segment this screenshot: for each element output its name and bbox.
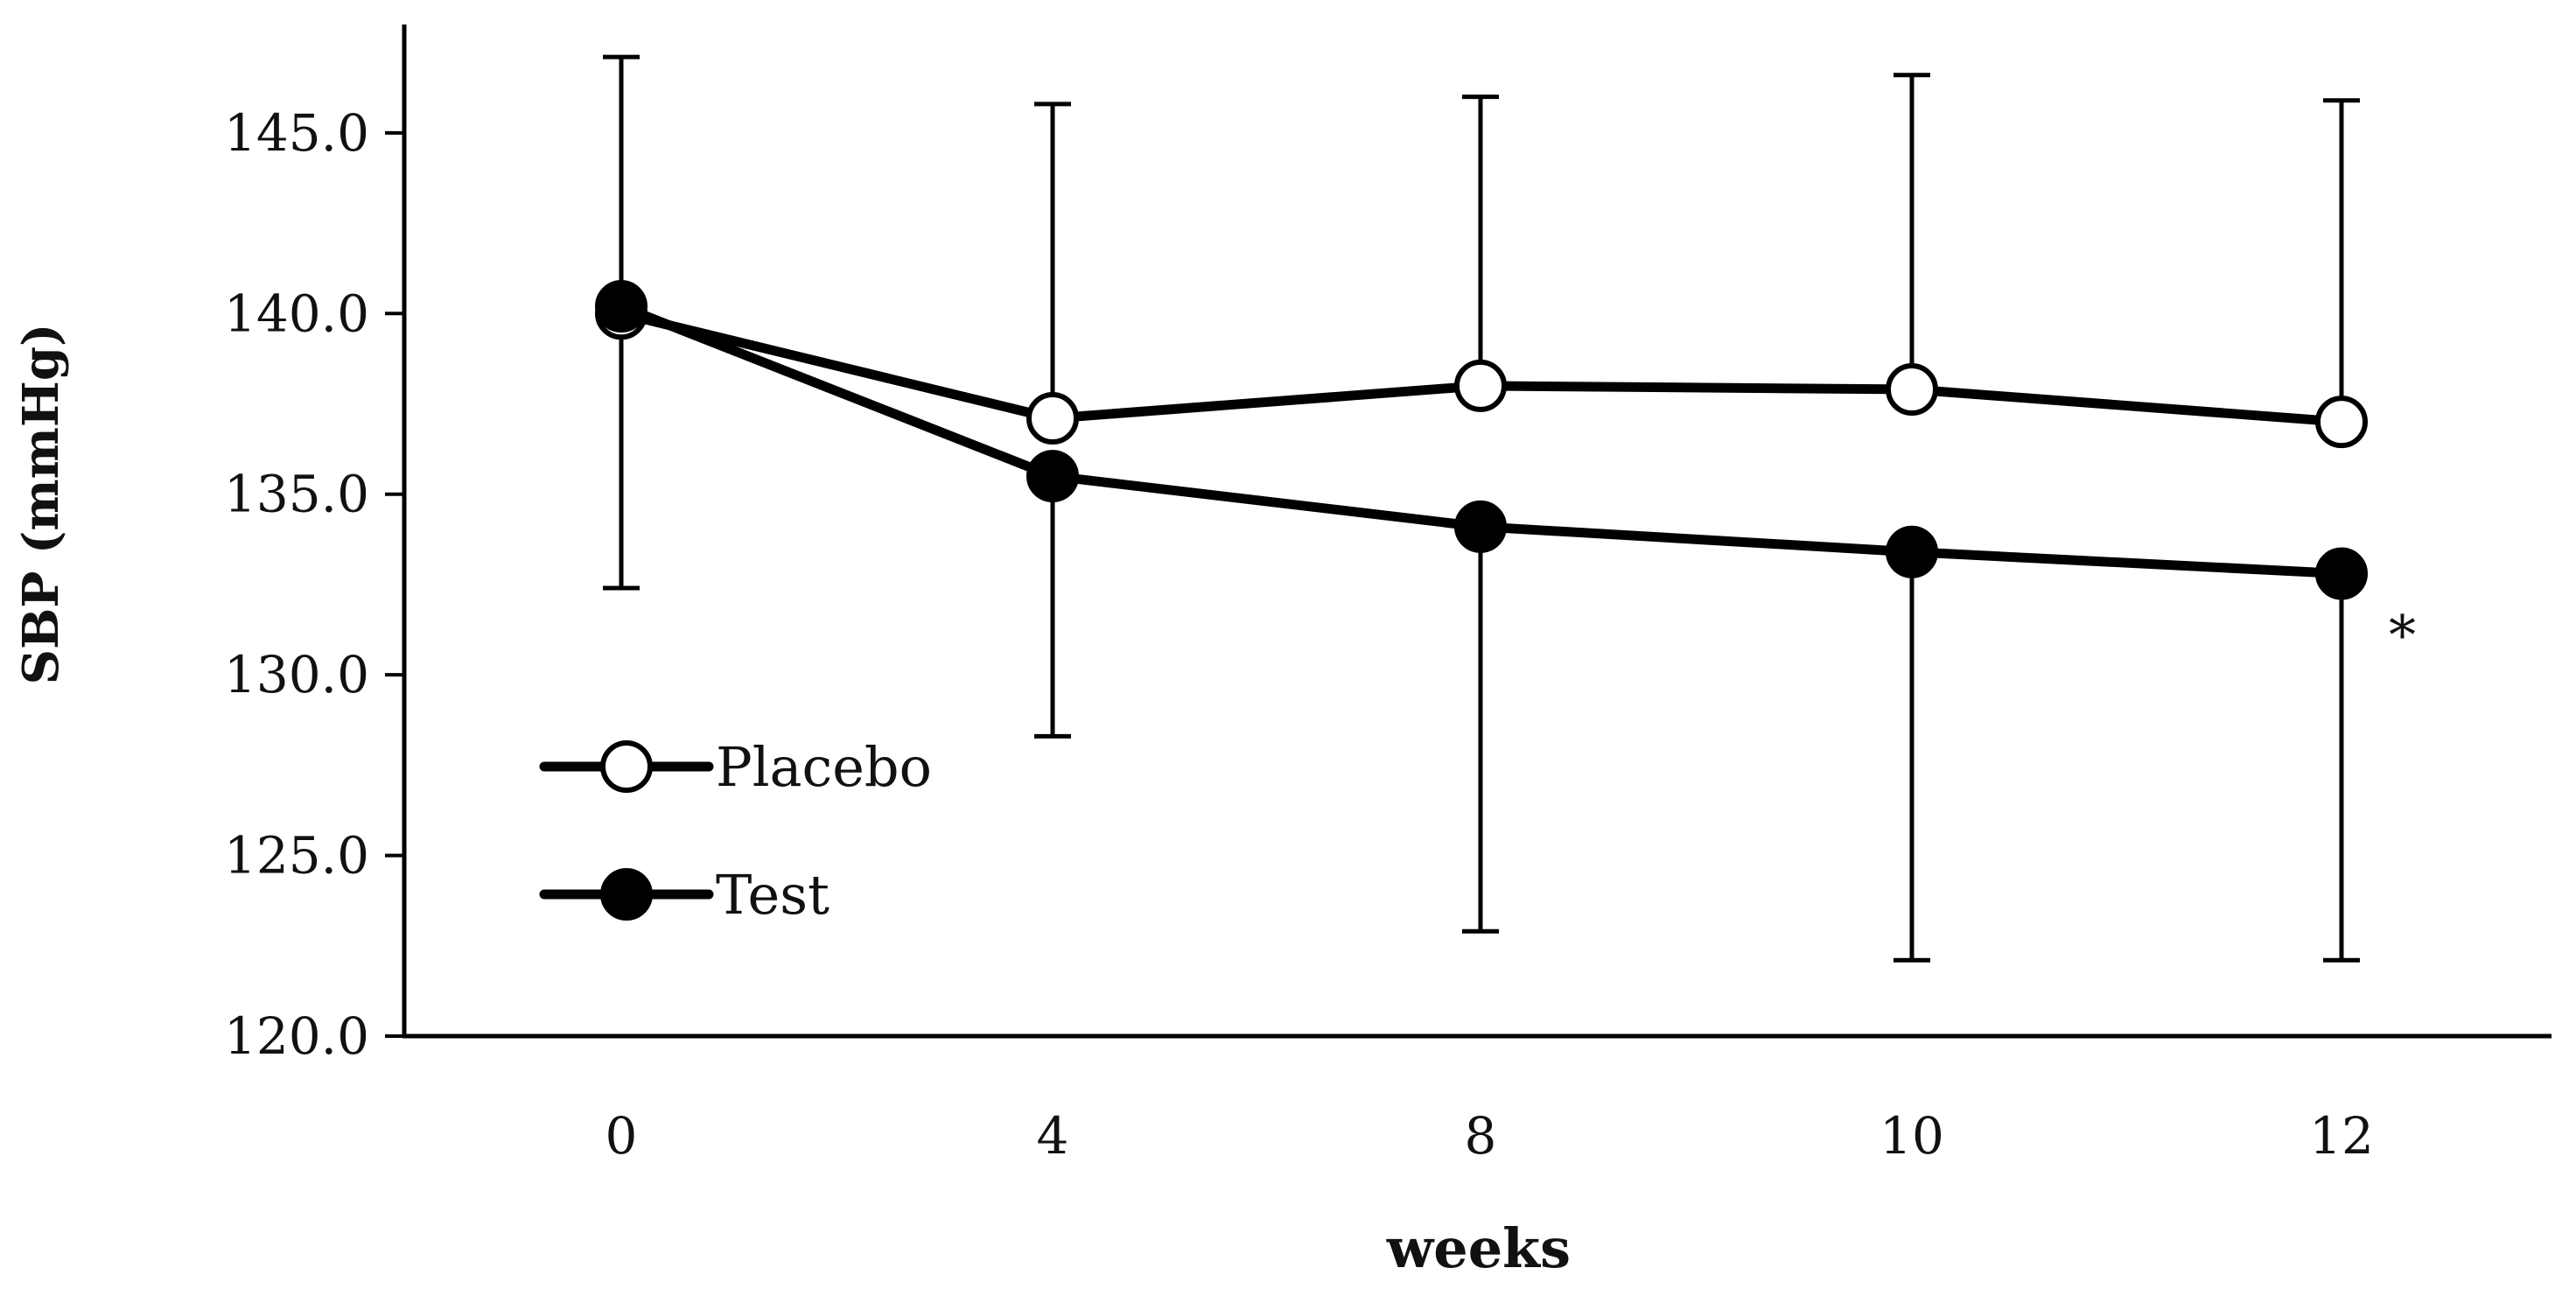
- series-markers: *: [595, 280, 2416, 668]
- legend-marker-test: [600, 868, 653, 921]
- legend-label-test: Test: [716, 863, 830, 927]
- tick-labels: 120.0 125.0 130.0 135.0 140.0 145.0 0 4 8 10 12: [224, 103, 2374, 1166]
- data-point-test: [1886, 525, 1938, 578]
- x-tick-label: 0: [606, 1106, 638, 1166]
- error-bars: [603, 54, 2360, 963]
- legend-label-placebo: Placebo: [716, 735, 932, 799]
- data-point-placebo: [2315, 396, 2368, 449]
- significance-asterisk: *: [2389, 604, 2416, 668]
- legend: Placebo Test: [539, 735, 932, 927]
- y-tick-label: 145.0: [224, 103, 369, 163]
- y-tick-label: 130.0: [224, 645, 369, 704]
- data-point-placebo: [1454, 359, 1507, 412]
- x-tick-label: 12: [2309, 1106, 2374, 1166]
- data-point-test: [2315, 547, 2368, 600]
- data-point-test: [1454, 500, 1507, 553]
- legend-marker-placebo: [600, 740, 653, 793]
- data-point-placebo: [1886, 362, 1938, 416]
- data-point-placebo: [1026, 392, 1079, 445]
- y-tick-label: 140.0: [224, 284, 369, 343]
- data-point-test: [1026, 450, 1079, 503]
- y-tick-label: 120.0: [224, 1006, 369, 1066]
- y-tick-label: 135.0: [224, 465, 369, 524]
- x-axis-label: weeks: [1386, 1216, 1571, 1280]
- x-tick-label: 4: [1037, 1106, 1069, 1166]
- axes: [385, 25, 2552, 1039]
- y-tick-label: 125.0: [224, 826, 369, 886]
- x-tick-label: 10: [1880, 1106, 1944, 1166]
- x-tick-label: 8: [1465, 1106, 1497, 1166]
- data-point-test: [595, 280, 648, 333]
- y-axis-label: SBP (mmHg): [12, 324, 70, 685]
